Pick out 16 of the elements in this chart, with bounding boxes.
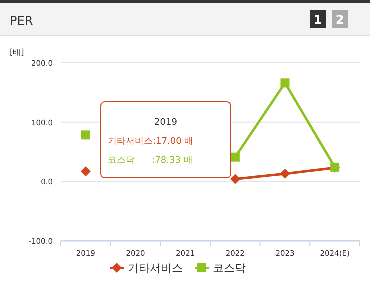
point bbox=[80, 166, 91, 177]
button: 2 bbox=[332, 10, 348, 28]
annotation: 기타서비스:17.00 배 bbox=[108, 137, 194, 147]
button: 1 bbox=[310, 10, 326, 28]
y-axis-title: [배] bbox=[10, 48, 24, 57]
annotation: 코스닥 :78.33 배 bbox=[108, 156, 193, 166]
point bbox=[81, 130, 90, 140]
tooltip: 2019 기타서비스:17.00 배 코스닥 :78.33 배 bbox=[100, 102, 232, 178]
point bbox=[230, 174, 240, 184]
point bbox=[230, 152, 240, 162]
legend-label: 코스닥 bbox=[213, 262, 246, 275]
point bbox=[280, 168, 290, 179]
annotation: 2019 bbox=[154, 118, 178, 128]
legend-label: 기타서비스 bbox=[128, 262, 183, 275]
point bbox=[280, 78, 290, 88]
chart-title: PER bbox=[10, 14, 34, 28]
